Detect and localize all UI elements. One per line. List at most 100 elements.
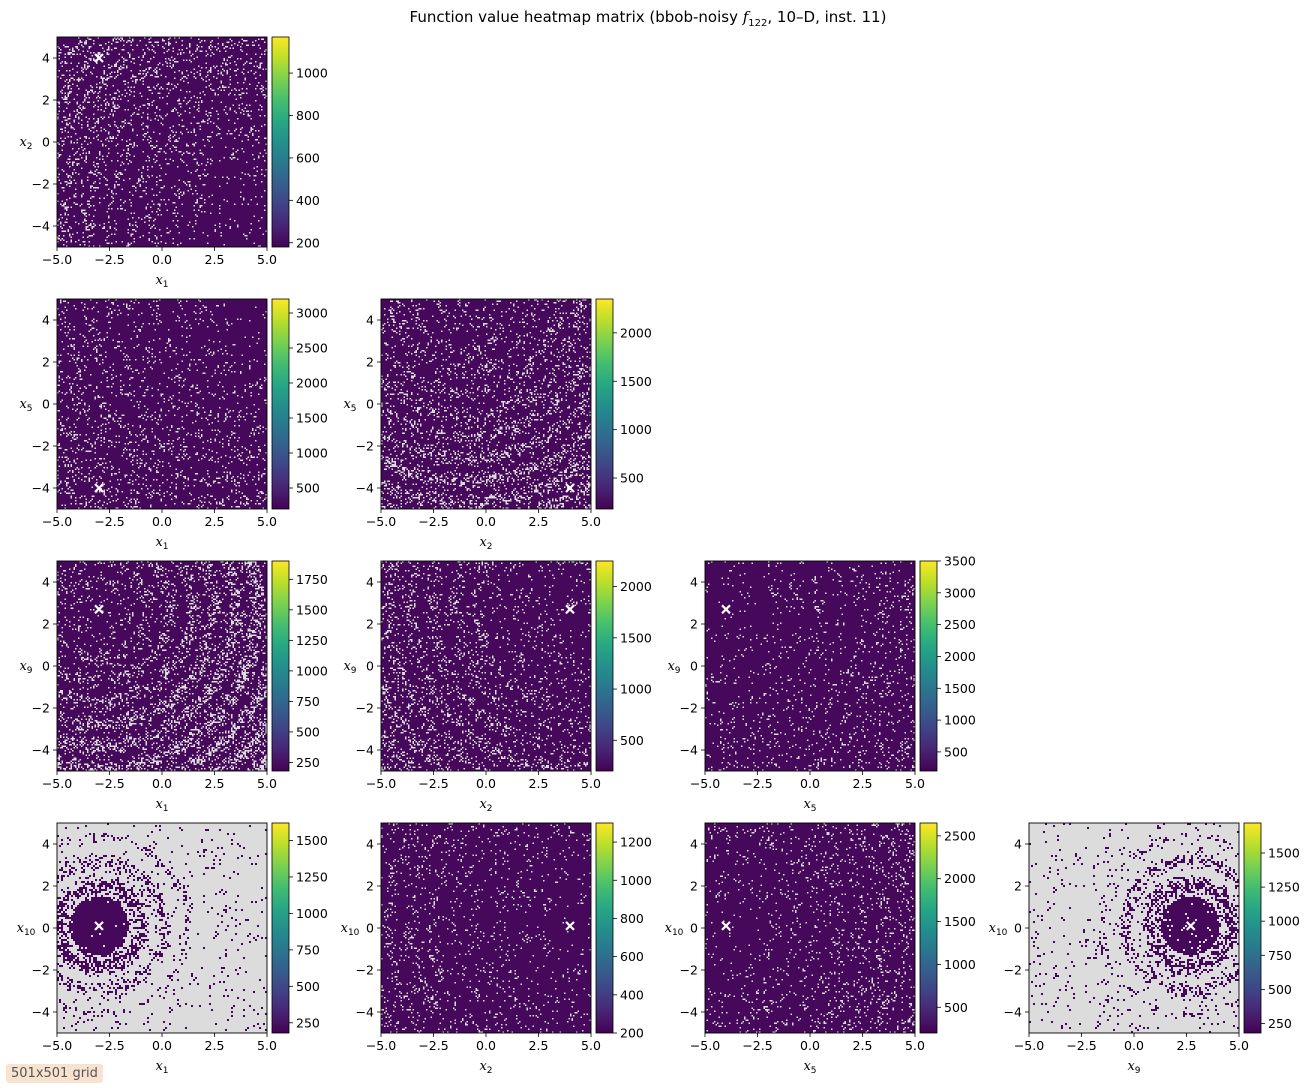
colorbar-tick-label: 1000 xyxy=(296,446,328,461)
heatmap-cells xyxy=(381,299,591,509)
colorbar-tick-label: 3000 xyxy=(296,306,328,321)
y-tick-label: 2 xyxy=(42,617,50,632)
grid-size-badge: 501x501 grid xyxy=(6,1064,103,1083)
x-tick-label: −2.5 xyxy=(418,1038,448,1053)
x-tick-label: 5.0 xyxy=(905,1038,925,1053)
x-axis-label: x2 xyxy=(479,535,492,552)
heatmap-background xyxy=(57,37,267,247)
colorbar-tick-label: 800 xyxy=(620,911,644,926)
y-tick-label: 2 xyxy=(42,93,50,108)
optimum-marker xyxy=(565,921,575,931)
optimum-marker xyxy=(94,604,104,615)
colorbar-tick-label: 400 xyxy=(620,987,644,1002)
y-tick-label: 0 xyxy=(690,921,698,936)
x-tick-label: −5.0 xyxy=(690,776,720,791)
x-tick-label: −5.0 xyxy=(42,776,72,791)
y-tick-label: 0 xyxy=(42,659,50,674)
y-tick-label: 0 xyxy=(1014,921,1022,936)
y-tick-label: −4 xyxy=(32,219,50,234)
x-axis-label: x1 xyxy=(155,797,168,814)
colorbar-tick-label: 250 xyxy=(1268,1016,1292,1031)
x-axis-label: x5 xyxy=(803,797,816,814)
colorbar-tick-label: 500 xyxy=(620,733,644,748)
x-tick-label: 5.0 xyxy=(905,776,925,791)
x-tick-label: −2.5 xyxy=(418,776,448,791)
colorbar-tick-label: 500 xyxy=(296,481,320,496)
x-tick-label: 2.5 xyxy=(529,776,549,791)
colorbar-tick-label: 1250 xyxy=(296,633,328,648)
colorbar-tick-label: 1000 xyxy=(620,682,652,697)
heatmap-cells xyxy=(705,823,915,1033)
optimum-marker xyxy=(1185,921,1196,931)
colorbar-tick-label: 400 xyxy=(296,193,320,208)
x-tick-label: −2.5 xyxy=(94,514,124,529)
y-tick-label: 4 xyxy=(42,313,50,328)
y-tick-label: 4 xyxy=(1014,837,1022,852)
heatmap-panel-x1-x9: −5.0 −2.5 0.0 2.5 5.0 −4 −2 0 2 4 x1 x9 250 500 750 100… xyxy=(19,560,328,814)
heatmap-panel-x2-x5: −5.0 −2.5 0.0 2.5 5.0 −4 −2 0 2 4 x2 x5 500 1000 1500 2… xyxy=(343,298,652,552)
colorbar-tick-label: 500 xyxy=(296,979,320,994)
heatmap-cells xyxy=(381,561,591,771)
colorbar-tick-label: 500 xyxy=(1268,982,1292,997)
nan-cells xyxy=(705,561,915,771)
nan-cells xyxy=(381,299,591,509)
x-tick-label: 2.5 xyxy=(205,252,225,267)
x-tick-label: −2.5 xyxy=(742,776,772,791)
y-tick-label: −4 xyxy=(32,481,50,496)
colorbar-x2-x10: 200 400 600 800 1000 1200 xyxy=(595,822,652,1041)
colorbar-tick-label: 3000 xyxy=(944,585,976,600)
x-tick-label: 5.0 xyxy=(257,252,277,267)
heatmap-cells xyxy=(57,561,267,771)
x-tick-label: 0.0 xyxy=(800,1038,820,1053)
x-tick-label: 0.0 xyxy=(476,776,496,791)
colorbar-gradient xyxy=(919,822,938,1034)
y-tick-label: −2 xyxy=(32,439,50,454)
y-tick-label: 0 xyxy=(366,397,374,412)
x-axis-label: x5 xyxy=(803,1059,816,1076)
colorbar-tick-label: 2000 xyxy=(944,871,976,886)
function-symbol: f xyxy=(742,8,749,26)
nan-cells xyxy=(57,37,267,247)
x-tick-label: −5.0 xyxy=(366,514,396,529)
colorbar-tick-label: 800 xyxy=(296,108,320,123)
colorbar-gradient xyxy=(1243,822,1262,1034)
nan-cells xyxy=(57,561,267,771)
y-tick-label: −2 xyxy=(32,963,50,978)
colorbar-x2-x5: 500 1000 1500 2000 xyxy=(595,298,652,510)
colorbar-tick-label: 600 xyxy=(620,949,644,964)
function-subscript: 122 xyxy=(748,18,768,29)
heatmap-cells xyxy=(381,823,591,1033)
y-tick-label: −2 xyxy=(32,701,50,716)
y-tick-label: 0 xyxy=(690,659,698,674)
x-tick-label: 5.0 xyxy=(257,514,277,529)
colorbar-tick-label: 500 xyxy=(296,724,320,739)
colorbar-x1-x5: 500 1000 1500 2000 2500 3000 xyxy=(271,298,328,510)
optimum-marker xyxy=(94,53,104,63)
x-tick-label: 2.5 xyxy=(529,1038,549,1053)
y-tick-label: 4 xyxy=(42,51,50,66)
y-tick-label: 2 xyxy=(42,879,50,894)
colorbar-tick-label: 1250 xyxy=(1268,880,1300,895)
colorbar-x5-x9: 500 1000 1500 2000 2500 3000 3500 xyxy=(919,554,976,772)
y-tick-label: −2 xyxy=(356,701,374,716)
x-tick-label: 5.0 xyxy=(257,776,277,791)
colorbar-tick-label: 750 xyxy=(296,942,320,957)
colorbar-gradient xyxy=(271,822,290,1034)
x-axis-label: x2 xyxy=(479,1059,492,1076)
heatmap-background xyxy=(705,561,915,771)
x-axis-label: x9 xyxy=(1127,1059,1140,1076)
y-tick-label: 2 xyxy=(690,879,698,894)
x-tick-label: 5.0 xyxy=(581,776,601,791)
y-tick-label: 0 xyxy=(366,659,374,674)
y-axis-label: x5 xyxy=(343,397,356,414)
x-tick-label: 5.0 xyxy=(581,514,601,529)
colorbar-x5-x10: 500 1000 1500 2000 2500 xyxy=(919,822,976,1034)
x-tick-label: −2.5 xyxy=(1066,1038,1096,1053)
x-tick-label: −5.0 xyxy=(42,514,72,529)
optimum-marker xyxy=(565,483,575,493)
nan-cells xyxy=(57,823,267,1033)
colorbar-tick-label: 500 xyxy=(620,471,644,486)
y-axis-label: x2 xyxy=(19,135,32,152)
colorbar-tick-label: 1500 xyxy=(296,602,328,617)
